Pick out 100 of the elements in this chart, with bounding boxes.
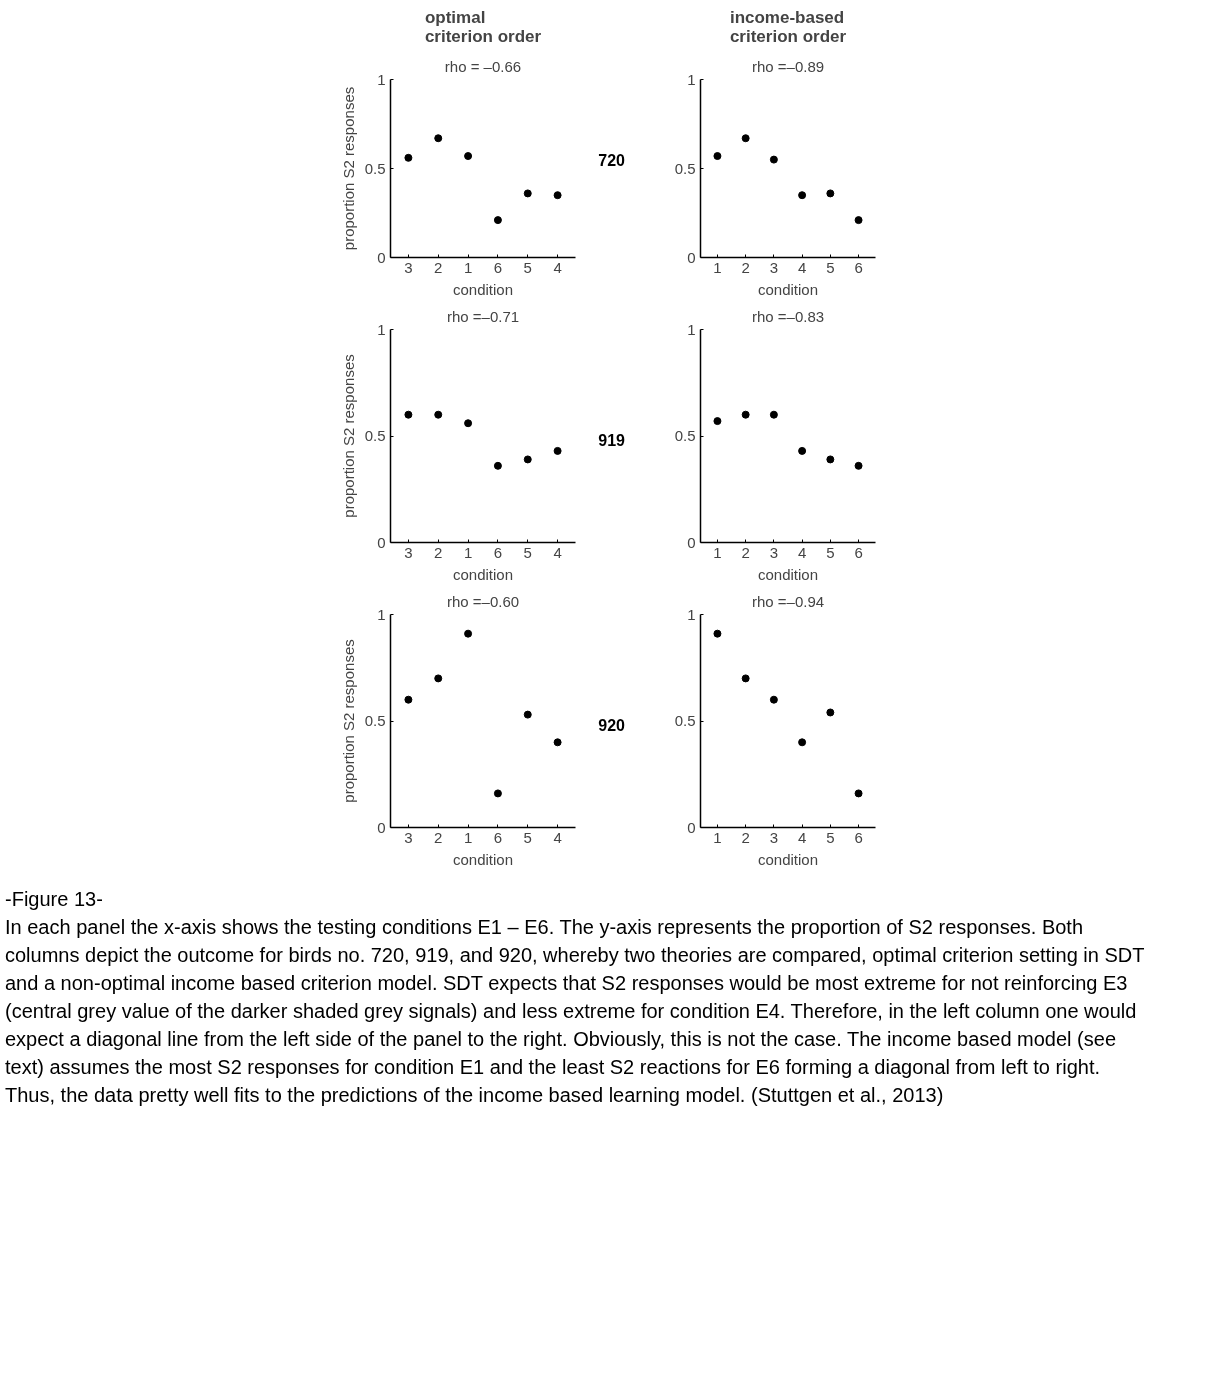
text: In each panel the x-axis shows the testing conditions E1 – E6. The y-axis represents the proportion of S2 responses. Both columns depict the outcome for birds no. 720, 919, and 920, whereby two theories are compared, optimal criterion setting in SDT and a non-optimal income based criterion model. SDT expects that S2 responses would be most extreme for not reinforcing E3 (central grey value of the darker shaded grey signals) and less extreme for condition E4. Therefore, in the left column one would expect a diagonal line from the left side of the panel to the right. Obviously, this is not the case. The income based model (see text) assumes the most S2 responses for condition E1 and the least S2 reactions for E6 forming a diagonal from left to right. Thus, the data pretty well fits to the predictions of the income based learning model. (Stuttgen et al., 2013): [5, 916, 1145, 1106]
point: [713, 417, 722, 426]
x-tick-label: 1: [713, 828, 722, 846]
point: [769, 695, 778, 704]
x-tick-label: 5: [523, 543, 532, 561]
x-axis-title: condition: [757, 280, 819, 298]
x-tick-label: 6: [493, 828, 503, 846]
point: [493, 216, 502, 225]
x-tick-label: 5: [523, 258, 532, 276]
point: [798, 738, 807, 747]
point: [769, 410, 778, 419]
x-tick-label: 4: [797, 258, 807, 276]
x-tick-label: 1: [713, 258, 722, 276]
y-tick-label: 1: [377, 320, 386, 338]
chart-subtitle: rho =–0.83: [751, 307, 825, 325]
y-tick-label: 1: [377, 70, 386, 88]
point: [404, 410, 413, 419]
x-tick-label: 6: [854, 543, 863, 561]
point: [826, 189, 835, 198]
x-axis-title: condition: [757, 565, 819, 583]
point: [826, 455, 835, 464]
y-tick-label: 0.5: [674, 712, 696, 729]
point: [854, 789, 863, 798]
x-tick-label: 3: [769, 828, 779, 846]
point: [434, 134, 443, 143]
y-tick-label: 0: [687, 818, 696, 836]
x-tick-label: 5: [826, 828, 835, 846]
x-tick-label: 2: [741, 258, 750, 276]
y-tick-label: 0.5: [364, 159, 386, 177]
x-axis-title: condition: [452, 565, 514, 583]
point: [741, 134, 750, 143]
x-tick-label: 6: [493, 543, 503, 561]
point: [741, 674, 750, 683]
x-tick-label: 4: [797, 543, 807, 561]
chart-subtitle: rho =–0.94: [751, 592, 825, 610]
x-tick-label: 4: [797, 828, 807, 846]
x-tick-label: 2: [434, 543, 443, 561]
point: [404, 695, 413, 704]
y-axis-title: proportion S2 responses: [339, 639, 357, 803]
y-tick-label: 1: [687, 70, 696, 88]
point: [553, 738, 562, 747]
x-tick-label: 5: [826, 258, 835, 276]
point: [854, 216, 863, 225]
y-tick-label: 1: [377, 605, 386, 623]
y-tick-label: 0: [377, 533, 386, 551]
chart-title: income-based criterion order: [729, 7, 847, 46]
y-tick-label: 0.5: [674, 159, 696, 177]
y-tick-label: 0.5: [364, 427, 386, 444]
point: [523, 189, 532, 198]
x-tick-label: 4: [553, 543, 562, 561]
x-axis-title: condition: [757, 850, 819, 868]
text: -Figure 13-: [5, 888, 103, 910]
y-tick-label: 0.5: [364, 712, 386, 729]
point: [553, 191, 562, 200]
x-tick-label: 4: [553, 258, 562, 276]
x-tick-label: 1: [463, 258, 473, 276]
y-tick-label: 0.5: [674, 427, 696, 444]
point: [464, 629, 473, 638]
text: 720: [598, 151, 625, 171]
chart-subtitle: rho =–0.89: [751, 57, 825, 75]
point: [523, 710, 532, 719]
y-tick-label: 0: [377, 248, 386, 266]
y-axis-title: proportion S2 responses: [339, 86, 357, 251]
x-tick-label: 2: [741, 543, 750, 561]
point: [493, 461, 502, 470]
point: [493, 789, 502, 798]
x-tick-label: 3: [769, 543, 779, 561]
text: 919: [598, 431, 625, 451]
point: [854, 461, 863, 470]
x-tick-label: 1: [463, 828, 473, 846]
y-tick-label: 0: [687, 533, 696, 551]
y-tick-label: 0: [687, 248, 696, 266]
chart-subtitle: rho = –0.66: [444, 57, 522, 75]
point: [798, 191, 807, 200]
chart-title: optimal criterion order: [424, 7, 542, 46]
point: [826, 708, 835, 717]
x-tick-label: 3: [404, 828, 413, 846]
point: [434, 674, 443, 683]
y-axis-title: proportion S2 responses: [339, 354, 357, 518]
point: [769, 155, 778, 164]
point: [523, 455, 532, 464]
x-tick-label: 3: [769, 258, 779, 276]
x-tick-label: 2: [434, 258, 443, 276]
chart-subtitle: rho =–0.71: [446, 307, 520, 325]
x-tick-label: 3: [404, 258, 413, 276]
x-tick-label: 5: [523, 828, 532, 846]
point: [404, 153, 413, 162]
x-tick-label: 1: [713, 543, 722, 561]
point: [464, 152, 473, 161]
x-tick-label: 1: [463, 543, 473, 561]
x-axis-title: condition: [452, 280, 514, 298]
x-axis-title: condition: [452, 850, 514, 868]
y-tick-label: 0: [377, 818, 386, 836]
x-tick-label: 6: [493, 258, 503, 276]
point: [798, 446, 807, 455]
x-tick-label: 4: [553, 828, 562, 846]
x-tick-label: 5: [826, 543, 835, 561]
x-tick-label: 2: [741, 828, 750, 846]
point: [434, 410, 443, 419]
x-tick-label: 3: [404, 543, 413, 561]
